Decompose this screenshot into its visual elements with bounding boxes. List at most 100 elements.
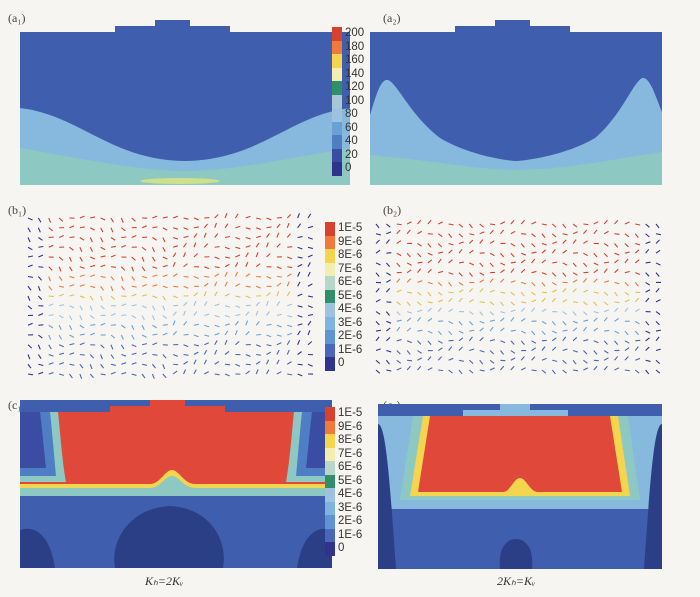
velocity-arrow: [48, 362, 54, 365]
velocity-arrow: [224, 373, 230, 377]
velocity-arrow: [469, 299, 474, 303]
velocity-arrow: [634, 330, 640, 336]
velocity-arrow: [551, 369, 556, 375]
velocity-arrow: [214, 214, 219, 219]
panel-label-b1: (b₁): [8, 203, 27, 217]
velocity-arrow: [193, 334, 199, 338]
velocity-arrow: [37, 217, 42, 223]
velocity-arrow: [375, 369, 381, 374]
velocity-arrow: [645, 223, 650, 228]
velocity-arrow: [141, 266, 146, 272]
velocity-arrow: [489, 319, 496, 322]
velocity-arrow: [479, 311, 484, 316]
velocity-arrow: [437, 330, 442, 336]
velocity-arrow: [551, 233, 557, 238]
velocity-arrow: [276, 313, 282, 317]
velocity-arrow: [224, 323, 231, 326]
legend-label: 1E-5: [338, 222, 363, 234]
velocity-arrow: [307, 313, 314, 317]
velocity-arrow: [307, 283, 313, 287]
velocity-arrow: [79, 247, 83, 253]
velocity-arrow: [500, 327, 505, 332]
velocity-arrow: [603, 219, 608, 225]
velocity-arrow: [427, 330, 433, 334]
velocity-arrow: [386, 350, 392, 353]
legend-swatch: [325, 357, 335, 371]
velocity-arrow: [183, 263, 188, 268]
velocity-arrow: [562, 311, 568, 315]
velocity-arrow: [162, 264, 168, 268]
velocity-arrow: [235, 225, 241, 229]
velocity-arrow: [541, 291, 547, 294]
velocity-arrow: [214, 349, 218, 355]
velocity-arrow: [521, 301, 527, 304]
velocity-arrow: [572, 279, 578, 283]
velocity-arrow: [386, 320, 392, 324]
contour-plot-c2: [378, 404, 662, 569]
velocity-arrow: [520, 219, 525, 225]
velocity-arrow: [417, 329, 423, 332]
velocity-arrow: [224, 351, 230, 355]
velocity-arrow: [141, 246, 147, 251]
velocity-arrow: [417, 268, 422, 274]
velocity-arrow: [582, 262, 588, 268]
velocity-arrow: [510, 309, 516, 313]
legend-label: 2E-6: [338, 515, 363, 527]
velocity-arrow: [624, 291, 630, 296]
velocity-arrow: [172, 331, 178, 336]
velocity-arrow: [214, 303, 220, 307]
velocity-arrow: [100, 275, 106, 278]
velocity-arrow: [120, 276, 124, 282]
velocity-arrow: [110, 254, 116, 258]
velocity-arrow: [396, 278, 401, 283]
velocity-arrow: [69, 352, 75, 356]
velocity-arrow: [58, 325, 62, 330]
velocity-arrow: [141, 305, 147, 309]
velocity-arrow: [37, 286, 41, 292]
velocity-arrow: [69, 284, 75, 287]
velocity-arrow: [307, 363, 313, 367]
velocity-arrow: [287, 303, 293, 307]
velocity-arrow: [500, 229, 505, 235]
velocity-arrow: [655, 336, 660, 342]
velocity-arrow: [500, 278, 505, 283]
velocity-arrow: [386, 252, 392, 254]
velocity-arrow: [90, 324, 96, 326]
velocity-arrow: [266, 369, 270, 375]
velocity-arrow: [448, 357, 454, 361]
velocity-arrow: [645, 289, 651, 293]
velocity-arrow: [276, 266, 282, 270]
velocity-arrow: [572, 327, 578, 332]
velocity-arrow: [489, 301, 495, 306]
velocity-arrow: [245, 331, 250, 336]
legend-c: 1E-5 9E-6 8E-6 7E-6 6E-6 5E-6 4E-6 3E-6 2E-6 1E-6…: [325, 407, 373, 556]
velocity-arrow: [624, 330, 629, 336]
velocity-arrow: [583, 240, 588, 244]
velocity-arrow: [375, 320, 380, 326]
velocity-arrow: [479, 327, 484, 332]
velocity-arrow: [500, 340, 506, 344]
legend-label: 0: [338, 357, 345, 369]
velocity-arrow: [406, 301, 411, 307]
velocity-arrow: [448, 291, 454, 294]
velocity-arrow: [427, 356, 432, 361]
velocity-arrow: [572, 301, 579, 304]
velocity-arrow: [90, 216, 96, 219]
legend-swatch: [325, 330, 335, 344]
velocity-arrow: [183, 235, 189, 239]
legend-swatch: [325, 276, 335, 290]
velocity-arrow: [183, 369, 187, 375]
velocity-arrow: [406, 340, 412, 344]
velocity-arrow: [131, 352, 137, 356]
velocity-arrow: [396, 326, 401, 332]
velocity-arrow: [152, 215, 158, 219]
velocity-arrow: [489, 252, 495, 257]
velocity-arrow: [489, 339, 496, 342]
legend-a: 200 180 160 140 120 100 80 60 40 20 0: [332, 27, 377, 176]
velocity-arrow: [396, 350, 401, 355]
velocity-arrow: [603, 230, 609, 235]
velocity-arrow: [48, 276, 52, 282]
velocity-arrow: [562, 359, 567, 365]
velocity-arrow: [448, 233, 453, 238]
velocity-arrow: [266, 217, 272, 221]
